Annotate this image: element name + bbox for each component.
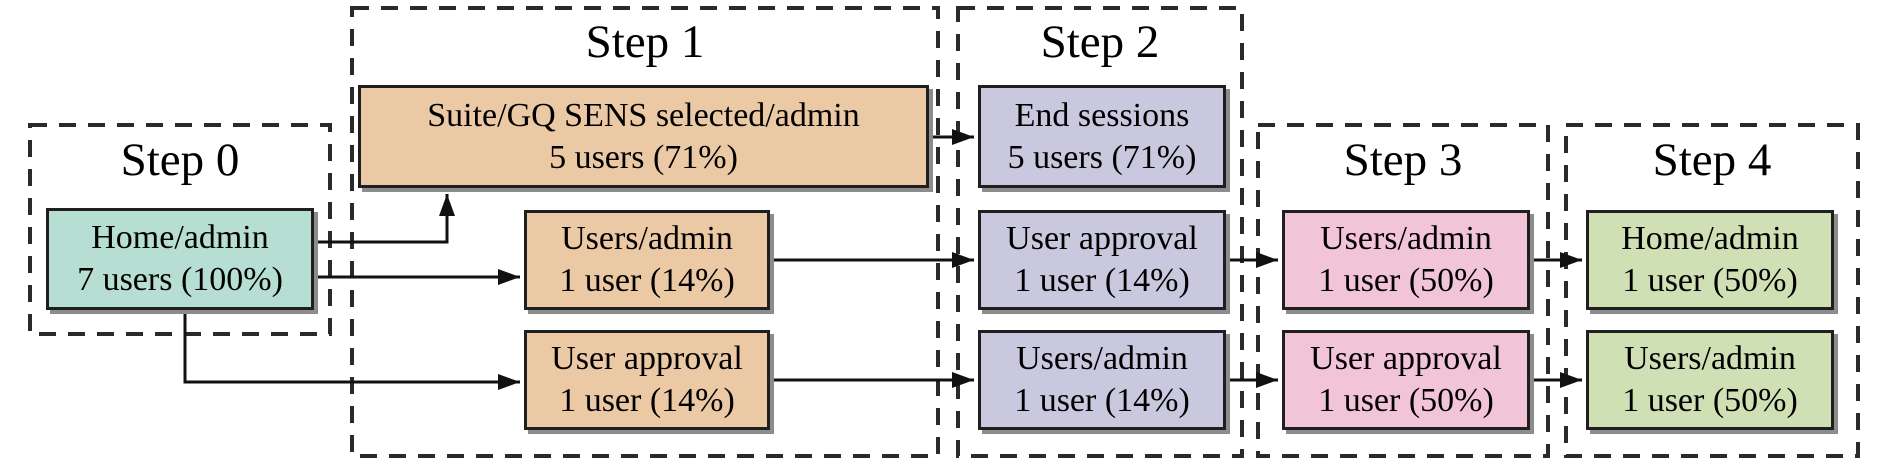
node-stat: 1 user (50%): [1622, 382, 1798, 419]
node-stat: 1 user (14%): [559, 382, 735, 419]
node-stat: 7 users (100%): [77, 261, 283, 298]
node-label: Suite/GQ SENS selected/admin: [427, 96, 860, 134]
node-label: User approval: [551, 340, 743, 377]
step-2-title: Step 2: [1040, 16, 1160, 68]
node-step2-user-approval[interactable]: User approval 1 user (14%): [978, 210, 1226, 310]
node-label: Users/admin: [1320, 220, 1492, 257]
node-label: Users/admin: [1016, 340, 1188, 377]
node-stat: 1 user (14%): [559, 262, 735, 299]
node-step4-home-admin[interactable]: Home/admin 1 user (50%): [1586, 210, 1834, 310]
node-stat: 1 user (50%): [1318, 382, 1494, 419]
node-step4-users-admin[interactable]: Users/admin 1 user (50%): [1586, 330, 1834, 430]
node-step2-users-admin[interactable]: Users/admin 1 user (14%): [978, 330, 1226, 430]
node-stat: 1 user (50%): [1622, 262, 1798, 299]
node-stat: 5 users (71%): [1007, 138, 1197, 176]
node-stat: 1 user (14%): [1014, 382, 1190, 419]
node-label: End sessions: [1014, 96, 1190, 134]
node-label: User approval: [1310, 340, 1502, 377]
step-1-title: Step 1: [585, 16, 705, 68]
step-0-outline: [28, 123, 332, 336]
node-step2-end-sessions[interactable]: End sessions 5 users (71%): [978, 85, 1226, 188]
node-stat: 1 user (14%): [1014, 262, 1190, 299]
step-1-outline: [350, 6, 940, 458]
node-label: Users/admin: [1624, 340, 1796, 377]
node-step1-suite-gq-sens-selected-admin[interactable]: Suite/GQ SENS selected/admin 5 users (71…: [358, 85, 929, 188]
step-4-outline: [1564, 123, 1860, 458]
arrow-home0-to-approval1: [183, 310, 520, 390]
node-step0-home-admin[interactable]: Home/admin 7 users (100%): [46, 208, 314, 310]
node-label: User approval: [1006, 220, 1198, 257]
node-label: Home/admin: [1621, 220, 1799, 257]
step-0-title: Step 0: [120, 134, 240, 186]
step-2-outline: [956, 6, 1244, 458]
node-stat: 1 user (50%): [1318, 262, 1494, 299]
arrow-home0-to-suite1: [314, 194, 455, 244]
step-4-title: Step 4: [1652, 134, 1772, 186]
node-label: Home/admin: [91, 219, 269, 256]
node-step3-users-admin[interactable]: Users/admin 1 user (50%): [1282, 210, 1530, 310]
step-3-outline: [1256, 123, 1550, 458]
node-stat: 5 users (71%): [549, 138, 738, 176]
node-step3-user-approval[interactable]: User approval 1 user (50%): [1282, 330, 1530, 430]
node-label: Users/admin: [561, 220, 733, 257]
node-step1-users-admin[interactable]: Users/admin 1 user (14%): [524, 210, 770, 310]
node-step1-user-approval[interactable]: User approval 1 user (14%): [524, 330, 770, 430]
step-3-title: Step 3: [1343, 134, 1463, 186]
